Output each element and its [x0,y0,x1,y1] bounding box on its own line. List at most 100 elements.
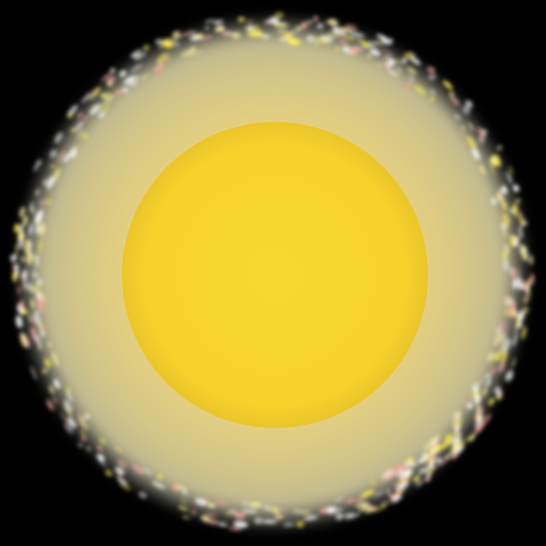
rim-sparkle [165,58,172,64]
rim-sparkle [397,476,411,486]
rim-sparkle [468,122,475,131]
rim-sparkle [26,251,33,265]
rim-sparkle [130,63,143,73]
rim-sparkle [19,206,26,218]
rim-sparkle [247,30,263,38]
rim-sparkle [200,35,213,41]
rim-sparkle [33,158,41,172]
rim-sparkle [116,476,128,485]
rim-sparkle [67,112,73,118]
rim-sparkle [115,446,123,453]
rim-sparkle [515,236,519,242]
rim-sparkle [17,229,25,243]
rim-sparkle [395,59,401,64]
rim-sparkle [510,312,515,318]
rim-sparkle [118,481,131,491]
rim-sparkle [512,278,517,290]
rim-sparkle [505,370,514,382]
rim-sparkle [488,398,495,406]
rim-sparkle [189,46,197,52]
rim-sparkle [511,357,516,369]
rim-sparkle [38,238,43,254]
rim-sparkle [80,430,85,435]
rim-sparkle [474,421,485,434]
rim-sparkle [380,500,390,507]
rim-sparkle [494,351,500,362]
rim-sparkle [500,333,507,349]
rim-sparkle [228,526,242,531]
rim-sparkle [479,378,484,385]
rim-sparkle [511,203,519,214]
rim-sparkle [31,270,38,279]
rim-sparkle [414,84,427,96]
rim-sparkle [358,504,372,512]
rim-sparkle [494,386,500,394]
rim-sparkle [438,458,448,467]
rim-sparkle [28,222,34,237]
rim-sparkle [496,393,503,401]
rim-sparkle [126,75,140,86]
rim-sparkle [171,485,180,491]
rim-sparkle [424,476,431,482]
rim-sparkle [530,273,534,285]
rim-sparkle [233,511,246,519]
rim-sparkle [349,46,360,53]
rim-sparkle [53,378,61,389]
rim-sparkle [460,131,467,139]
rim-sparkle [496,192,503,204]
rim-sparkle [326,32,341,38]
rim-sparkle [114,88,123,96]
rim-sparkle [392,489,406,497]
rim-sparkle [159,53,170,61]
rim-sparkle [66,391,73,402]
rim-sparkle [381,38,390,45]
rim-sparkle [291,509,301,513]
rim-sparkle [96,453,105,462]
rim-sparkle [417,456,426,464]
rim-sparkle [46,176,55,189]
rim-sparkle [107,75,117,84]
rim-sparkle [307,19,313,25]
rim-sparkle [141,467,153,475]
rim-sparkle [341,34,356,41]
rim-sparkle [339,39,348,44]
rim-sparkle [504,298,512,308]
rim-sparkle [44,357,52,368]
rim-sparkle [130,81,138,88]
rim-sparkle [246,26,254,31]
rim-sparkle [169,34,183,41]
rim-sparkle [14,223,20,233]
rim-sparkle [436,457,443,464]
rim-sparkle [28,311,32,324]
rim-sparkle [31,315,35,325]
rim-sparkle [496,145,503,151]
rim-sparkle [40,330,45,338]
rim-sparkle [303,515,319,521]
rim-sparkle [512,331,518,348]
rim-sparkle [37,209,43,223]
rim-sparkle [452,444,460,453]
rim-sparkle [511,267,516,280]
rim-sparkle [281,507,287,511]
rim-sparkle [373,505,387,512]
rim-sparkle [31,327,38,342]
rim-sparkle [408,75,416,81]
rim-sparkle [64,422,74,434]
rim-sparkle [354,501,368,508]
rim-sparkle [482,129,487,135]
rim-sparkle [33,310,41,326]
halo-rim-sparkles [10,11,534,531]
rim-sparkle [131,462,141,470]
rim-sparkle [522,249,527,262]
rim-sparkle [517,211,523,228]
rim-sparkle [506,171,513,185]
rim-sparkle [501,222,505,231]
rim-sparkle [12,270,18,282]
rim-sparkle [116,472,122,477]
rim-sparkle [67,417,77,428]
rim-sparkle [289,30,298,34]
rim-sparkle [42,368,48,374]
rim-sparkle [174,40,180,47]
rim-sparkle [343,512,355,520]
